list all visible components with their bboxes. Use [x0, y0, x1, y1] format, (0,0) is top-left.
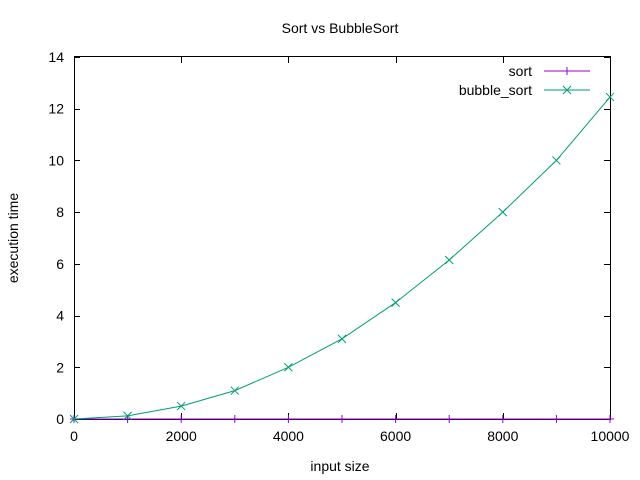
data-point — [69, 414, 79, 424]
legend-label: bubble_sort — [459, 82, 532, 98]
legend-entry: sort — [509, 63, 590, 79]
data-point — [230, 415, 239, 423]
y-tick-label: 8 — [56, 204, 64, 220]
legend-label: sort — [509, 63, 532, 79]
series-layer — [69, 92, 615, 424]
data-point — [284, 362, 293, 372]
data-point — [605, 92, 615, 102]
data-point — [552, 156, 561, 165]
x-tick-label: 10000 — [591, 428, 630, 444]
x-tick-label: 4000 — [273, 428, 304, 444]
y-tick-label: 0 — [56, 411, 64, 427]
legend: sort bubble_sort — [459, 63, 590, 98]
series-bubble-sort — [69, 92, 615, 424]
y-tick-label: 12 — [48, 101, 64, 117]
data-point — [606, 415, 614, 423]
data-point — [498, 415, 507, 423]
data-point — [338, 415, 346, 423]
data-point — [444, 255, 454, 265]
y-tick-label: 2 — [56, 359, 64, 375]
data-point — [230, 386, 240, 395]
y-tick-label: 4 — [56, 308, 64, 324]
data-point — [498, 207, 508, 217]
legend-entry: bubble_sort — [459, 82, 590, 98]
legend-marker — [562, 85, 572, 95]
x-tick-label: 0 — [70, 428, 78, 444]
series-line — [73, 96, 611, 420]
data-point — [284, 415, 293, 423]
data-point — [391, 298, 400, 307]
x-tick-label: 6000 — [380, 428, 411, 444]
data-point — [337, 334, 347, 344]
data-point — [176, 401, 186, 411]
x-axis: 0 2000 4000 6000 8000 10000 — [70, 57, 630, 444]
data-point — [123, 411, 132, 421]
x-tick-label: 2000 — [166, 428, 197, 444]
legend-marker — [563, 67, 571, 75]
x-axis-label: input size — [310, 458, 369, 474]
data-point — [552, 415, 561, 423]
y-axis: 0 2 4 6 8 10 12 14 — [48, 49, 610, 427]
data-point — [445, 415, 454, 423]
y-tick-label: 6 — [56, 256, 64, 272]
data-point — [177, 415, 186, 423]
y-axis-label: execution time — [5, 193, 21, 283]
y-tick-label: 14 — [48, 49, 64, 65]
data-point — [391, 415, 400, 423]
plot-frame — [74, 56, 611, 420]
y-tick-label: 10 — [48, 152, 64, 168]
x-tick-label: 8000 — [487, 428, 518, 444]
chart-title: Sort vs BubbleSort — [282, 20, 399, 36]
series-sort — [70, 415, 614, 423]
